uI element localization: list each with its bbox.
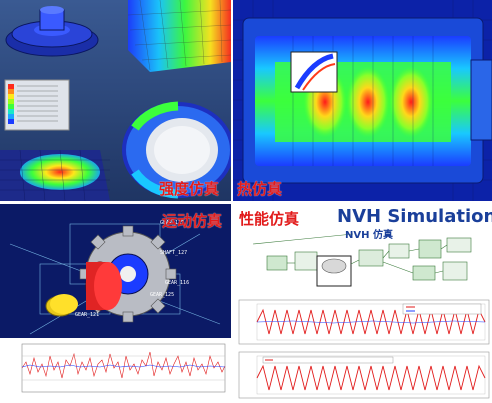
nvh-simulation-image: [233, 204, 492, 403]
performance-simulation-caption: 性能仿真: [239, 210, 300, 228]
strength-simulation-panel: 强度仿真: [0, 0, 231, 201]
performance-simulation-panel: 性能仿真 NVH Simulation NVH 仿真: [233, 204, 492, 403]
motion-simulation-image: GEAR_115 GEAR_116 GEAR_125 GEAR_121 SHAF…: [0, 204, 231, 403]
thermal-simulation-caption: 热仿真: [237, 180, 283, 198]
svg-text:GEAR_116: GEAR_116: [165, 280, 189, 286]
nvh-title: NVH Simulation: [337, 206, 492, 227]
strength-simulation-caption: 强度仿真: [159, 180, 220, 198]
motion-simulation-caption: 运动仿真: [162, 212, 223, 230]
thermal-simulation-image: [233, 0, 492, 201]
svg-text:SHAFT_127: SHAFT_127: [160, 250, 187, 256]
nvh-subtitle: NVH 仿真: [345, 230, 393, 241]
thermal-simulation-panel: 热仿真: [233, 0, 492, 201]
svg-text:GEAR_125: GEAR_125: [150, 292, 174, 298]
motion-simulation-panel: GEAR_115 GEAR_116 GEAR_125 GEAR_121 SHAF…: [0, 204, 231, 403]
svg-text:GEAR_121: GEAR_121: [75, 312, 99, 318]
strength-simulation-image: [0, 0, 231, 201]
svg-text:GEAR_115: GEAR_115: [160, 220, 184, 226]
